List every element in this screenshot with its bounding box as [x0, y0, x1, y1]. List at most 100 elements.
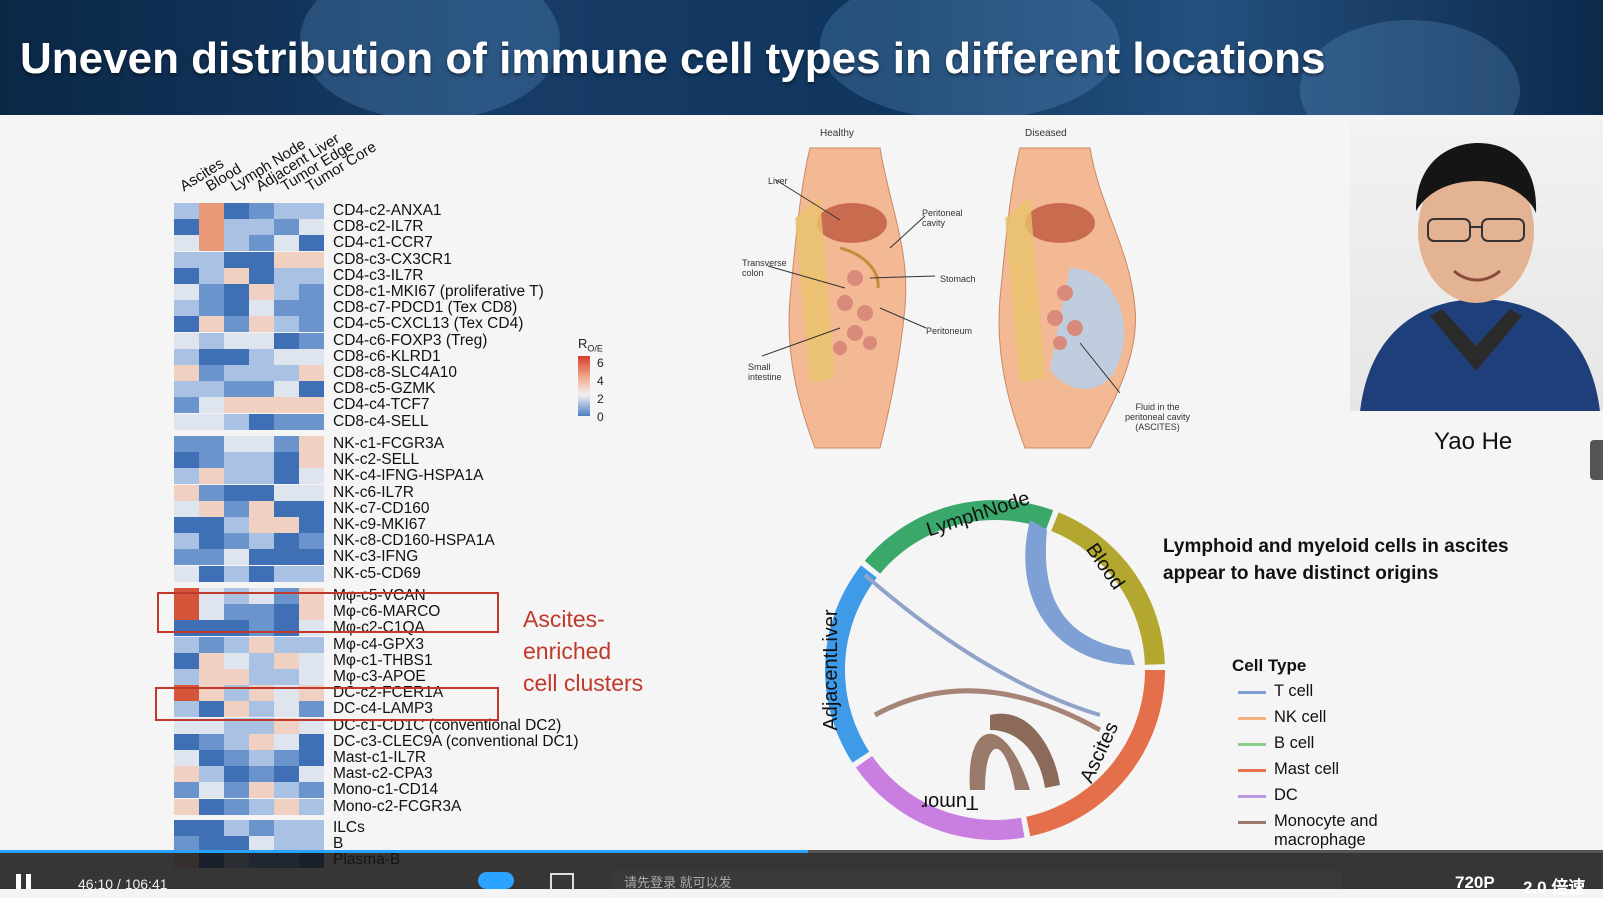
heatmap-cell	[299, 332, 324, 349]
heatmap-cell	[274, 701, 299, 718]
heatmap-cell	[224, 219, 249, 236]
heatmap-cell	[299, 701, 324, 718]
heatmap-cell	[299, 500, 324, 517]
heatmap-cell	[299, 235, 324, 252]
heatmap-row-label: NK-c3-IFNG	[333, 548, 419, 566]
heatmap-cell	[274, 219, 299, 236]
heatmap-cell	[174, 652, 199, 669]
heatmap-cell	[174, 397, 199, 414]
heatmap-cell	[299, 685, 324, 702]
heatmap-cell	[299, 517, 324, 533]
chord-diagram: LymphNode Blood Ascites Tumor AdjacentLi…	[820, 490, 1165, 840]
heatmap-cell	[274, 284, 299, 300]
heatmap-row	[174, 332, 324, 349]
danmaku-settings-icon[interactable]	[550, 873, 574, 889]
heatmap-row-label: NK-c8-CD160-HSPA1A	[333, 532, 495, 550]
heatmap-cell	[249, 701, 274, 718]
cell-type-legend-item: Mast cell	[1238, 760, 1339, 779]
heatmap-cell	[199, 549, 224, 566]
heatmap-row-label: CD8-c6-KLRD1	[333, 347, 441, 365]
heatmap-cell	[199, 316, 224, 333]
heatmap-row	[174, 533, 324, 550]
heatmap-row	[174, 436, 324, 452]
heatmap-row	[174, 549, 324, 566]
pause-button[interactable]	[16, 874, 34, 889]
heatmap-cell	[224, 284, 249, 300]
side-panel-toggle[interactable]	[1590, 440, 1603, 480]
heatmap-row	[174, 685, 324, 702]
heatmap-cell	[224, 766, 249, 783]
heatmap-cell	[199, 517, 224, 533]
heatmap-cell	[199, 348, 224, 365]
label-ascites-fluid: Fluid in the peritoneal cavity (ASCITES)	[1124, 402, 1191, 432]
video-progress-bar[interactable]	[0, 850, 1603, 853]
heatmap-cell	[274, 251, 299, 268]
annotation-line-3: cell clusters	[523, 670, 644, 696]
cell-type-legend-item: B cell	[1238, 734, 1314, 753]
heatmap-cell	[224, 316, 249, 333]
heatmap-cell	[174, 717, 199, 734]
heatmap-cell	[299, 413, 324, 430]
title-banner: Uneven distribution of immune cell types…	[0, 0, 1603, 115]
heatmap-cell	[274, 750, 299, 766]
heatmap-cell	[174, 549, 199, 566]
heatmap-cell	[249, 652, 274, 669]
heatmap-cell	[249, 468, 274, 485]
heatmap-cell	[174, 533, 199, 550]
chord-note-line-1: Lymphoid and myeloid cells in ascites	[1163, 536, 1509, 557]
heatmap-cell	[274, 397, 299, 414]
heatmap-cell	[224, 733, 249, 750]
heatmap-cell	[174, 219, 199, 236]
heatmap-row	[174, 468, 324, 485]
heatmap-cell	[224, 468, 249, 485]
heatmap-row-label: CD8-c7-PDCD1 (Tex CD8)	[333, 299, 518, 317]
heatmap-cell	[249, 636, 274, 653]
heatmap-cell	[174, 636, 199, 653]
heatmap-cell	[274, 203, 299, 219]
heatmap-cell	[299, 436, 324, 452]
speed-selector[interactable]: 2.0 倍速	[1523, 878, 1586, 897]
heatmap-row-label: Mast-c1-IL7R	[333, 749, 427, 766]
heatmap-cell	[174, 251, 199, 268]
heatmap-row-label: NK-c6-IL7R	[333, 483, 414, 501]
annotation-line-1: Ascites-	[523, 606, 605, 632]
danmaku-toggle[interactable]	[478, 872, 514, 889]
heatmap-cell	[224, 348, 249, 365]
heatmap-cell	[224, 300, 249, 317]
heatmap-cell	[249, 300, 274, 317]
heatmap-row-label: DC-c4-LAMP3	[333, 700, 433, 718]
heatmap-row-label: Mφ-c5-VCAN	[333, 587, 426, 604]
heatmap-cell	[249, 284, 274, 300]
heatmap-cell	[249, 517, 274, 533]
label-stomach: Stomach	[940, 274, 976, 284]
comment-input[interactable]: 请先登录 就可以发	[612, 870, 1342, 890]
legend-label: Mast cell	[1274, 760, 1340, 778]
heatmap-cell	[199, 219, 224, 236]
heatmap-row-label: Mφ-c1-THBS1	[333, 651, 433, 669]
heatmap-row-label: Mφ-c4-GPX3	[333, 635, 425, 653]
heatmap-cell	[224, 452, 249, 469]
quality-selector[interactable]: 720P	[1455, 873, 1495, 892]
heatmap-cell	[249, 316, 274, 333]
heatmap-cell	[174, 284, 199, 300]
heatmap-row	[174, 452, 324, 469]
chord-note-line-2: appear to have distinct origins	[1163, 563, 1439, 584]
heatmap-row-label: CD8-c2-IL7R	[333, 218, 424, 236]
heatmap-cell	[299, 782, 324, 799]
heatmap-row-label: CD8-c4-SELL	[333, 412, 429, 430]
heatmap-cell	[299, 267, 324, 284]
chord-note: Lymphoid and myeloid cells in ascites ap…	[1163, 533, 1509, 587]
heatmap-cell	[199, 397, 224, 414]
heatmap-cell	[274, 332, 299, 349]
heatmap-cell	[199, 284, 224, 300]
heatmap-cell	[249, 820, 274, 836]
legend-label: NK cell	[1274, 708, 1327, 726]
heatmap-cell	[249, 235, 274, 252]
heatmap-cell	[224, 203, 249, 219]
heatmap-cell	[299, 820, 324, 836]
highlight-box-macrophage	[157, 592, 499, 633]
heatmap-cell	[299, 251, 324, 268]
heatmap-row	[174, 701, 324, 718]
heatmap-row-label: Mast-c2-CPA3	[333, 765, 433, 783]
heatmap-row	[174, 500, 324, 517]
